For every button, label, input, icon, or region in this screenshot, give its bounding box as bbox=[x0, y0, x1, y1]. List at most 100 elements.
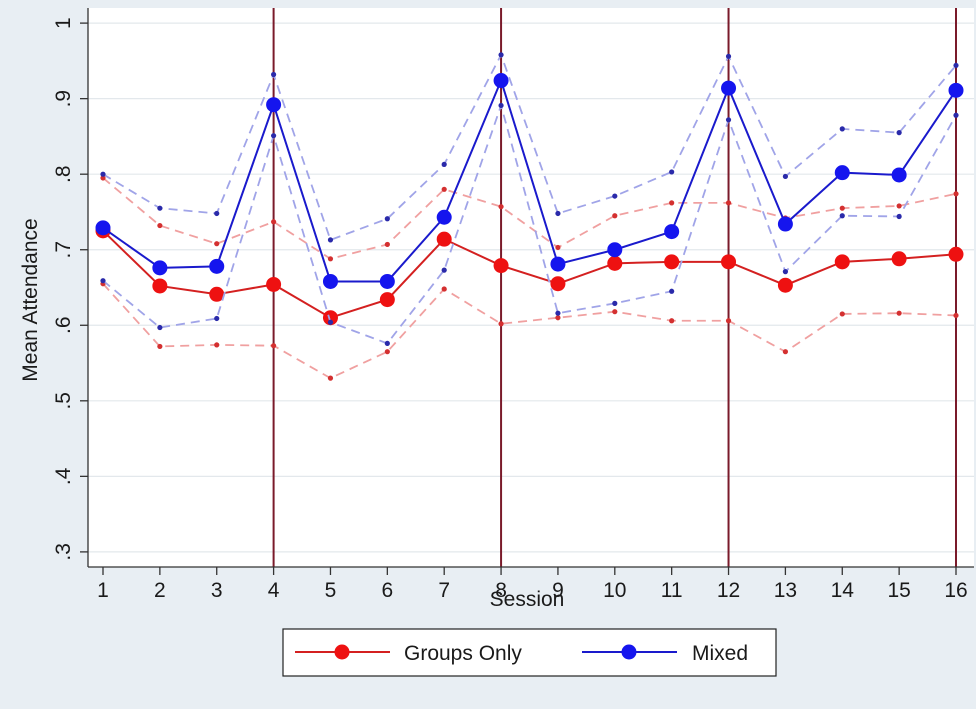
axes bbox=[87, 8, 974, 568]
ci-point-mixed bbox=[214, 315, 220, 322]
y-ticks: .3 .4 .5 .6 .7 .8 .9 1 bbox=[52, 17, 88, 561]
ci-point-mixed bbox=[327, 237, 334, 243]
data-point-mixed bbox=[550, 256, 566, 272]
data-point-mixed bbox=[891, 167, 907, 183]
x-tick-label: 10 bbox=[603, 579, 626, 602]
x-tick-label: 7 bbox=[438, 579, 450, 602]
ci-point-groups-only bbox=[612, 213, 618, 219]
ci-ci-upper-groups-only bbox=[102, 177, 957, 260]
ci-point-mixed bbox=[100, 171, 106, 177]
legend-label-groups-only: Groups Only bbox=[404, 642, 522, 665]
data-point-mixed bbox=[266, 97, 282, 113]
ci-point-groups-only bbox=[384, 349, 390, 355]
x-tick-label: 13 bbox=[774, 579, 797, 602]
y-tick-label: 1 bbox=[52, 17, 75, 29]
ci-point-groups-only bbox=[953, 191, 959, 197]
ci-point-mixed bbox=[157, 205, 163, 211]
ci-point-groups-only bbox=[839, 311, 845, 317]
ci-ci-lower-mixed bbox=[102, 102, 957, 345]
x-tick-label: 11 bbox=[661, 579, 683, 602]
data-point-groups-only bbox=[379, 292, 395, 308]
ci-point-mixed bbox=[498, 102, 504, 109]
ci-point-groups-only bbox=[327, 375, 334, 381]
x-axis-title: Session bbox=[490, 588, 565, 611]
x-tick-label: 12 bbox=[717, 579, 740, 602]
series-line-groups-only bbox=[102, 230, 957, 319]
ci-point-groups-only bbox=[214, 241, 220, 247]
data-point-groups-only bbox=[721, 254, 737, 270]
x-tick-label: 6 bbox=[381, 579, 393, 602]
data-point-groups-only bbox=[834, 254, 850, 270]
data-point-mixed bbox=[379, 273, 395, 289]
data-point-mixed bbox=[664, 224, 680, 240]
data-point-groups-only bbox=[948, 246, 964, 262]
x-tick-label: 8 bbox=[495, 579, 507, 602]
ci-point-mixed bbox=[725, 117, 732, 123]
legend: Groups Only Mixed bbox=[282, 628, 777, 677]
ci-point-groups-only bbox=[157, 222, 163, 229]
data-point-mixed bbox=[834, 165, 850, 181]
ci-point-mixed bbox=[612, 193, 618, 199]
x-tick-label: 1 bbox=[97, 579, 109, 602]
ci-point-groups-only bbox=[782, 349, 789, 355]
y-tick-label: .6 bbox=[52, 317, 75, 335]
ci-point-groups-only bbox=[157, 343, 163, 350]
x-ticks: 1 2 3 4 5 6 7 8 9 10 11 12 13 14 15 16 bbox=[97, 567, 968, 602]
ci-point-mixed bbox=[214, 210, 220, 217]
plot-area bbox=[88, 8, 974, 567]
ci-point-mixed bbox=[441, 161, 447, 167]
ci-point-mixed bbox=[669, 169, 675, 175]
ci-ci-lower-groups-only bbox=[102, 283, 957, 380]
ci-point-groups-only bbox=[555, 244, 561, 251]
ci-point-mixed bbox=[839, 126, 845, 132]
y-tick-label: .3 bbox=[52, 543, 75, 561]
y-tick-label: .9 bbox=[52, 90, 75, 108]
data-point-groups-only bbox=[607, 255, 623, 271]
ci-point-mixed bbox=[953, 112, 959, 118]
ci-point-mixed bbox=[896, 130, 902, 136]
data-point-mixed bbox=[721, 80, 737, 96]
ci-point-mixed bbox=[839, 213, 845, 219]
data-point-groups-only bbox=[209, 286, 225, 302]
ci-point-groups-only bbox=[384, 241, 390, 248]
data-point-mixed bbox=[95, 220, 111, 236]
ci-point-groups-only bbox=[498, 321, 504, 327]
y-tick-label: .5 bbox=[52, 392, 75, 410]
legend-label-mixed: Mixed bbox=[692, 642, 748, 665]
ci-point-mixed bbox=[782, 173, 789, 180]
legend-marker-groups-only bbox=[334, 644, 350, 660]
y-axis-title: Mean Attendance bbox=[19, 218, 42, 381]
data-point-groups-only bbox=[322, 310, 338, 326]
ci-point-groups-only bbox=[725, 318, 732, 324]
ci-point-groups-only bbox=[612, 309, 618, 315]
ci-point-groups-only bbox=[669, 318, 675, 324]
ci-point-mixed bbox=[896, 213, 902, 220]
ci-point-mixed bbox=[612, 300, 618, 306]
x-tick-label: 16 bbox=[944, 579, 967, 602]
data-point-mixed bbox=[322, 273, 338, 289]
data-point-mixed bbox=[948, 82, 964, 98]
data-point-mixed bbox=[152, 260, 168, 276]
ci-point-mixed bbox=[100, 278, 106, 284]
x-tick-label: 5 bbox=[325, 579, 337, 602]
x-tick-label: 4 bbox=[268, 579, 280, 602]
data-point-groups-only bbox=[550, 276, 566, 292]
data-point-mixed bbox=[209, 258, 225, 274]
ci-point-mixed bbox=[782, 269, 789, 275]
ci-point-groups-only bbox=[327, 256, 334, 262]
ci-point-mixed bbox=[271, 133, 277, 139]
ci-point-mixed bbox=[271, 71, 277, 78]
ci-point-mixed bbox=[669, 288, 675, 294]
ci-point-mixed bbox=[384, 340, 390, 346]
ci-point-mixed bbox=[441, 267, 447, 273]
data-point-mixed bbox=[607, 242, 623, 258]
data-point-groups-only bbox=[152, 278, 168, 294]
data-point-mixed bbox=[436, 209, 452, 225]
ci-point-mixed bbox=[157, 324, 163, 331]
data-point-groups-only bbox=[266, 276, 282, 292]
ci-point-groups-only bbox=[839, 205, 845, 211]
ci-point-groups-only bbox=[498, 204, 504, 210]
ci-point-groups-only bbox=[441, 286, 447, 292]
legend-marker-mixed bbox=[621, 644, 637, 660]
